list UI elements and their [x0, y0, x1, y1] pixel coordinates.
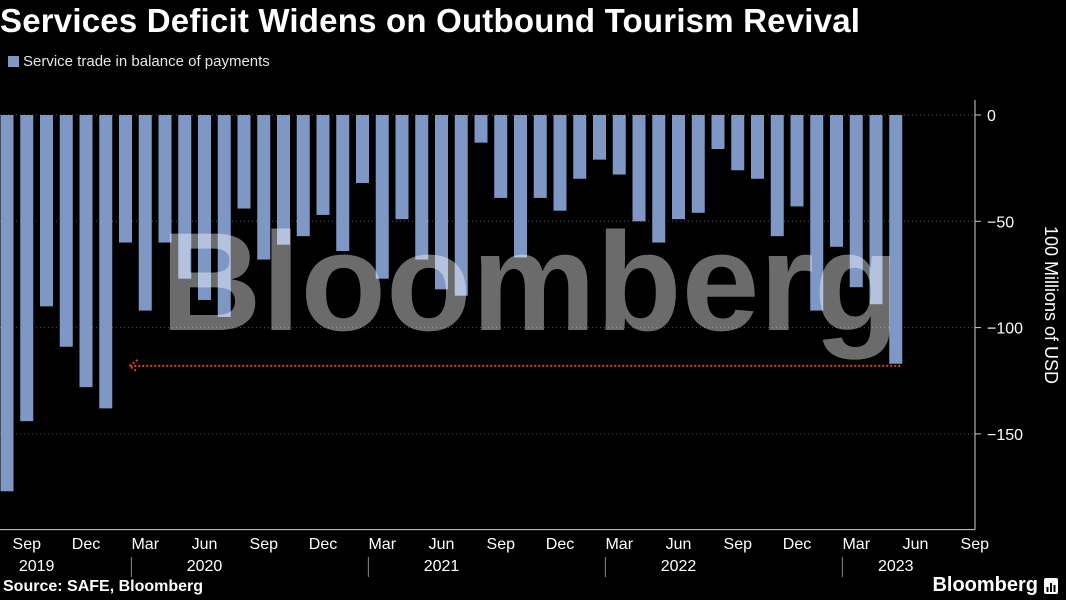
brand-logo: Bloomberg	[932, 574, 1058, 597]
bar	[830, 115, 843, 247]
bar	[672, 115, 685, 220]
bar	[494, 115, 508, 198]
bar	[138, 115, 152, 311]
bar	[652, 115, 666, 243]
x-tick-label: Sep	[250, 536, 279, 553]
bar	[869, 115, 883, 305]
bar	[751, 115, 764, 179]
bar	[316, 115, 330, 215]
bar	[20, 115, 34, 422]
watermark: Bloomberg	[161, 203, 900, 360]
x-tick-label: Jun	[429, 536, 455, 553]
x-tick-label: Dec	[546, 536, 574, 553]
source-note: Source: SAFE, Bloomberg	[3, 578, 204, 595]
x-year-label: 2019	[19, 558, 55, 575]
annotation-arrow-head	[127, 359, 139, 373]
x-tick-label: Mar	[605, 536, 633, 553]
bar	[395, 115, 409, 220]
bar	[632, 115, 646, 222]
legend: Service trade in balance of payments	[8, 53, 270, 70]
bar	[889, 115, 903, 364]
bar	[691, 115, 705, 213]
bar	[336, 115, 350, 252]
bar	[217, 115, 231, 317]
x-tick-label: Dec	[783, 536, 811, 553]
x-tick-label: Mar	[842, 536, 870, 553]
bar	[0, 115, 14, 492]
chart-title: Services Deficit Widens on Outbound Tour…	[0, 2, 861, 39]
x-year-label: 2023	[878, 558, 914, 575]
bar	[810, 115, 824, 311]
bar	[99, 115, 113, 409]
legend-swatch	[8, 56, 19, 67]
bar	[119, 115, 132, 243]
legend-label: Service trade in balance of payments	[23, 53, 270, 70]
y-tick-label: −100	[987, 321, 1023, 338]
x-tick-label: Jun	[666, 536, 692, 553]
x-tick-label: Sep	[487, 536, 516, 553]
y-tick-label: 0	[987, 108, 996, 125]
x-year-label: 2021	[424, 558, 460, 575]
bar	[573, 115, 587, 179]
x-tick-label: Dec	[309, 536, 337, 553]
x-tick-label: Sep	[724, 536, 753, 553]
bar-chart-icon	[1044, 577, 1058, 594]
bar	[257, 115, 271, 260]
bar	[770, 115, 784, 237]
x-tick-label: Mar	[131, 536, 159, 553]
bar	[158, 115, 172, 243]
y-axis-label: 100 Millions of USD	[1041, 226, 1061, 384]
x-tick-label: Mar	[368, 536, 396, 553]
bar	[474, 115, 488, 143]
bar	[198, 115, 211, 300]
bar	[731, 115, 745, 171]
bar	[356, 115, 369, 184]
bar	[612, 115, 626, 175]
y-tick-label: −150	[987, 427, 1023, 444]
bar	[711, 115, 725, 150]
bar	[514, 115, 527, 258]
bar	[790, 115, 804, 207]
bar	[277, 115, 290, 245]
bar	[237, 115, 251, 209]
x-year-label: 2020	[187, 558, 223, 575]
bar	[59, 115, 73, 347]
bar	[454, 115, 468, 296]
y-tick-label: −50	[987, 214, 1014, 231]
bar	[593, 115, 606, 160]
x-tick-label: Jun	[903, 536, 929, 553]
x-tick-label: Jun	[192, 536, 218, 553]
bar	[435, 115, 448, 290]
bar	[849, 115, 863, 288]
x-tick-label: Sep	[961, 536, 990, 553]
bar	[79, 115, 93, 388]
bar	[296, 115, 310, 237]
bar	[178, 115, 192, 279]
bar	[375, 115, 389, 279]
brand-label: Bloomberg	[932, 574, 1038, 596]
x-year-label: 2022	[661, 558, 697, 575]
bar	[40, 115, 53, 307]
bar	[415, 115, 429, 260]
bar	[533, 115, 547, 198]
x-tick-label: Sep	[13, 536, 42, 553]
bar	[553, 115, 567, 211]
x-tick-label: Dec	[72, 536, 100, 553]
